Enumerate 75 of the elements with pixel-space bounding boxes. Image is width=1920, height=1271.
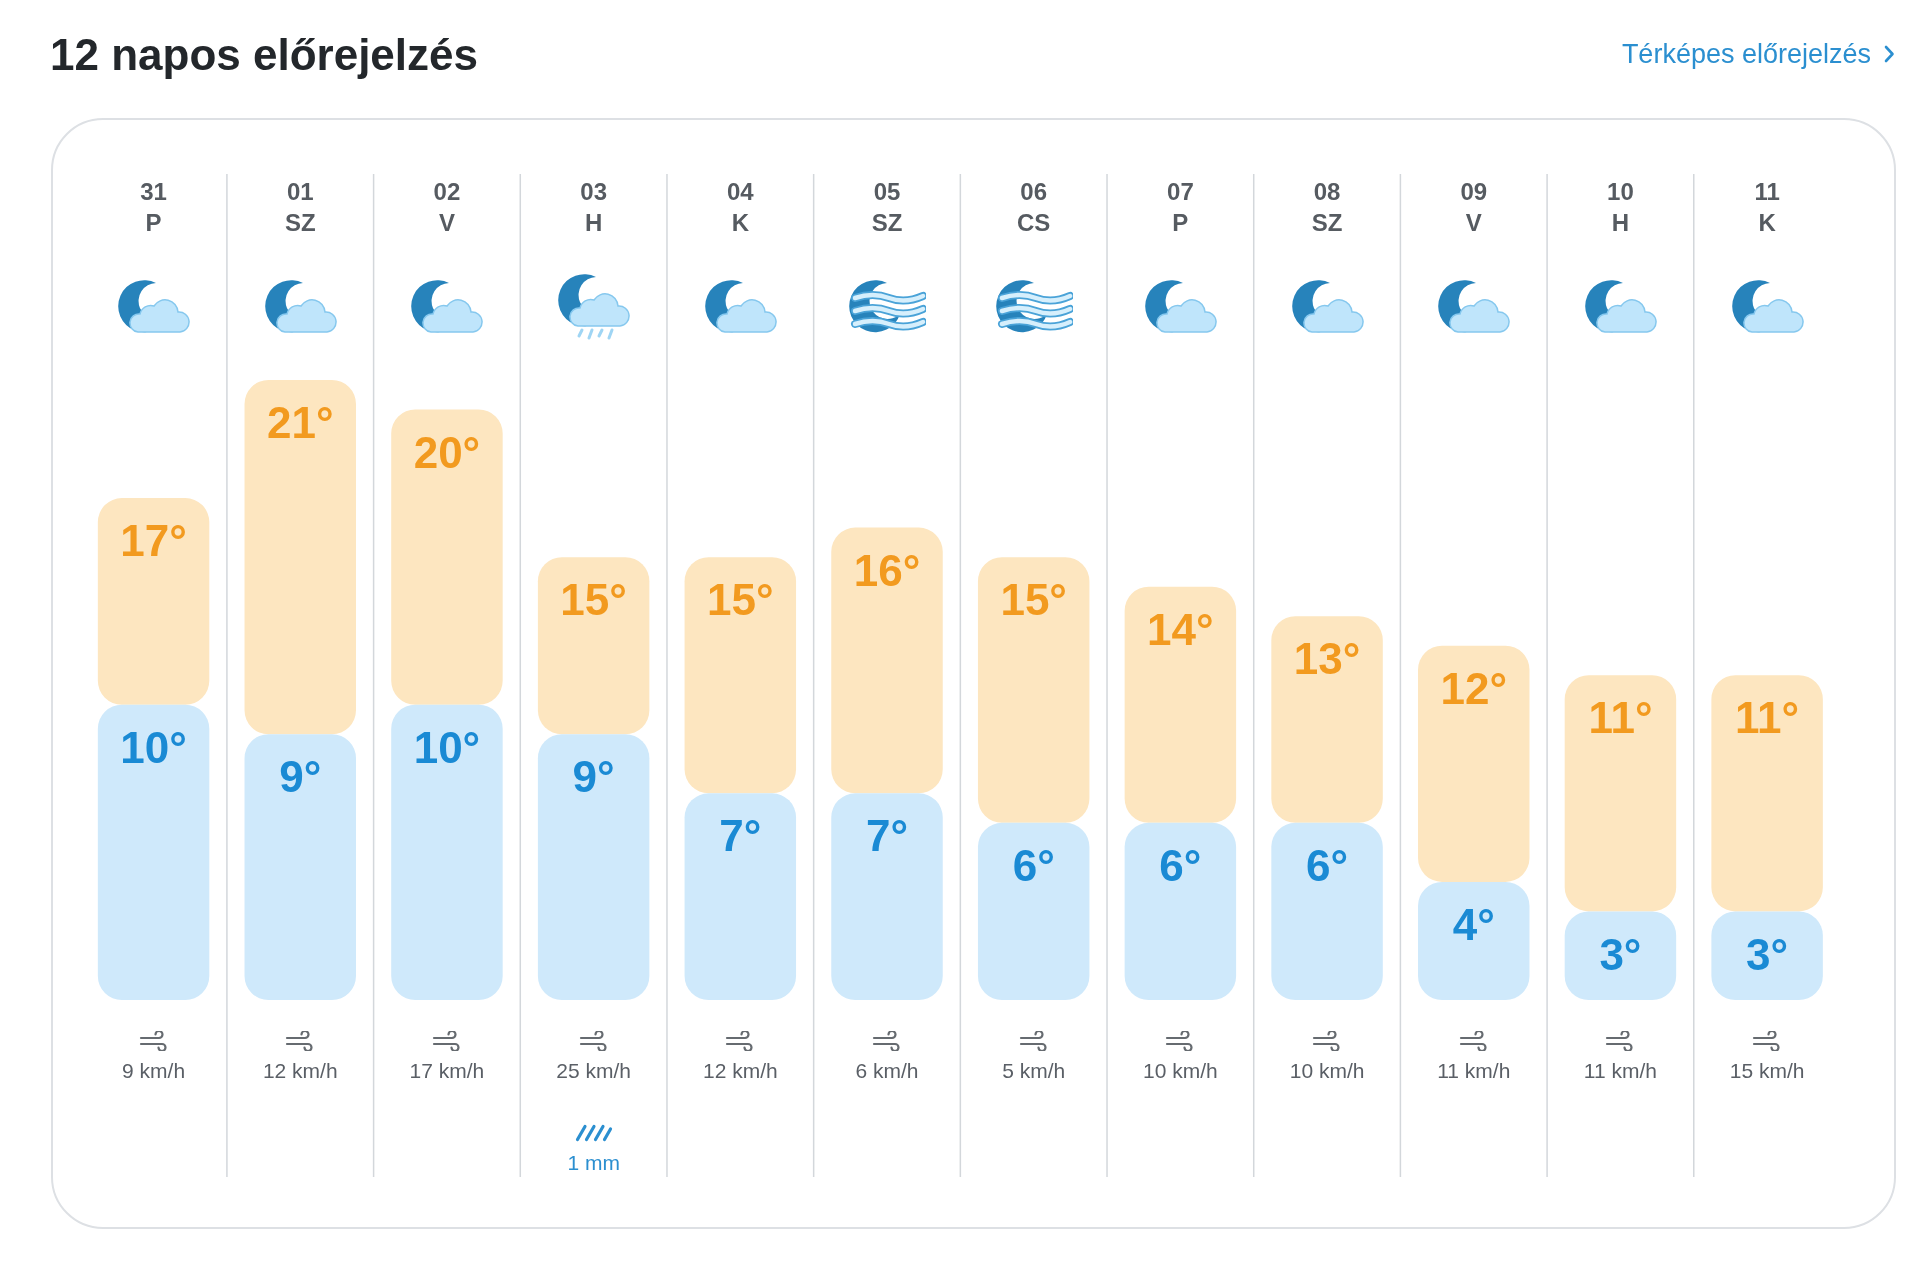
total-label: 12°	[1440, 663, 1508, 713]
text: 12 km/h	[262, 1058, 338, 1082]
bar	[391, 704, 503, 1000]
bar	[1711, 911, 1823, 1000]
bar	[391, 409, 503, 705]
text: 10 km/h	[1143, 1058, 1218, 1082]
total-label: 11°	[1588, 693, 1653, 743]
text: 11 km/h	[1583, 1058, 1658, 1082]
total-label: 15°	[1000, 575, 1067, 625]
bar	[97, 498, 210, 705]
bar	[1124, 586, 1237, 823]
total-label: 21°	[266, 398, 334, 448]
text: 9 km/h	[122, 1058, 186, 1082]
total-label: 15°	[707, 575, 774, 625]
bar	[537, 557, 650, 735]
bar	[244, 380, 356, 735]
x-tick-label: 07 P	[1167, 177, 1194, 237]
data-label: 4°	[1452, 900, 1495, 950]
text: 12 km/h	[702, 1058, 778, 1082]
x-tick-label: 05 SZ	[871, 177, 903, 237]
bar	[1271, 822, 1383, 1000]
bar	[537, 734, 650, 1000]
data-label: 10°	[120, 722, 187, 772]
data-label: 9°	[279, 752, 322, 802]
bar	[97, 704, 210, 1000]
bar	[1418, 645, 1530, 882]
x-tick-label: 31 P	[140, 177, 167, 237]
text: 17 km/h	[409, 1058, 485, 1082]
x-tick-label: 06 CS	[1017, 177, 1051, 237]
x-tick-label: 02 V	[433, 177, 461, 237]
text: 11 km/h	[1437, 1058, 1511, 1082]
x-tick-label: 08 SZ	[1311, 177, 1343, 237]
total-label: 15°	[560, 575, 627, 625]
bar	[1564, 675, 1677, 912]
x-tick-label: 01 SZ	[284, 177, 316, 237]
data-label: 6°	[1306, 841, 1349, 890]
bar	[977, 822, 1090, 1000]
bar	[1418, 881, 1530, 1000]
data-label: 6°	[1012, 841, 1055, 890]
x-tick-label: 09 V	[1460, 177, 1488, 237]
chart-title: 12 napos előrejelzés	[50, 29, 478, 81]
bar	[244, 734, 356, 1000]
bar	[1124, 822, 1237, 1000]
x-tick-label: 10 H	[1607, 177, 1634, 237]
total-label: 11°	[1735, 693, 1800, 743]
text: 1 mm	[567, 1150, 620, 1174]
bar	[1564, 911, 1677, 1000]
total-label: 13°	[1293, 634, 1361, 684]
data-label: 6°	[1159, 841, 1202, 890]
x-tick-label: 04 K	[726, 177, 755, 237]
bar	[1711, 675, 1823, 912]
bar	[831, 793, 943, 1000]
bar	[977, 557, 1090, 823]
data-label: 3°	[1599, 929, 1642, 979]
text: 10 km/h	[1289, 1058, 1365, 1082]
total-label: 20°	[413, 427, 481, 477]
data-label: 9°	[572, 752, 615, 802]
text: 25 km/h	[556, 1058, 631, 1082]
bar	[684, 557, 797, 794]
text: Térképes előrejelzés	[1621, 38, 1871, 71]
text: 5 km/h	[1002, 1058, 1066, 1082]
data-label: 7°	[865, 811, 909, 861]
text: 15 km/h	[1729, 1058, 1805, 1082]
total-label: 16°	[853, 545, 921, 595]
x-tick-label: 11 K	[1754, 177, 1780, 237]
bar	[1271, 616, 1383, 823]
bar	[831, 527, 943, 794]
data-label: 7°	[719, 811, 762, 861]
bar	[684, 793, 797, 1000]
text: 6 km/h	[855, 1058, 919, 1082]
data-label: 10°	[413, 722, 481, 772]
x-tick-label: 03 H	[580, 177, 607, 237]
data-label: 3°	[1746, 929, 1789, 979]
total-label: 17°	[120, 516, 187, 566]
total-label: 14°	[1147, 604, 1214, 654]
